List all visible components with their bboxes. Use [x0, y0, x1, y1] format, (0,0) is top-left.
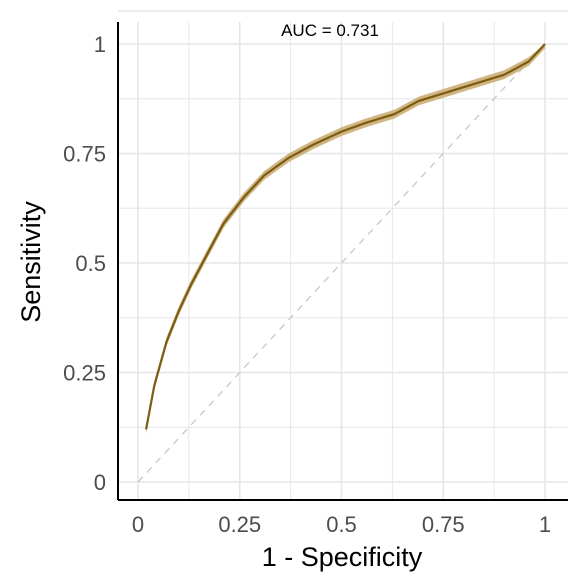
y-axis-title: Sensitivity: [16, 201, 46, 323]
auc-annotation: AUC = 0.731: [281, 21, 379, 40]
x-tick-labels: 0 0.25 0.5 0.75 1: [132, 512, 551, 537]
x-tick-label: 0.75: [422, 512, 465, 537]
roc-curve: [145, 43, 546, 430]
grid: [118, 22, 568, 500]
y-tick-label: 0.25: [63, 361, 106, 386]
y-tick-label: 0.5: [75, 251, 106, 276]
y-tick-label: 0: [94, 470, 106, 495]
y-tick-label: 1: [94, 32, 106, 57]
x-tick-label: 0.5: [326, 512, 357, 537]
x-tick-label: 0: [132, 512, 144, 537]
y-tick-label: 0.75: [63, 142, 106, 167]
reference-diagonal: [137, 43, 546, 483]
x-tick-label: 1: [539, 512, 551, 537]
x-axis-title: 1 - Specificity: [262, 542, 423, 572]
x-tick-label: 0.25: [218, 512, 261, 537]
y-tick-labels: 0 0.25 0.5 0.75 1: [63, 32, 106, 495]
confidence-band: [146, 44, 545, 434]
